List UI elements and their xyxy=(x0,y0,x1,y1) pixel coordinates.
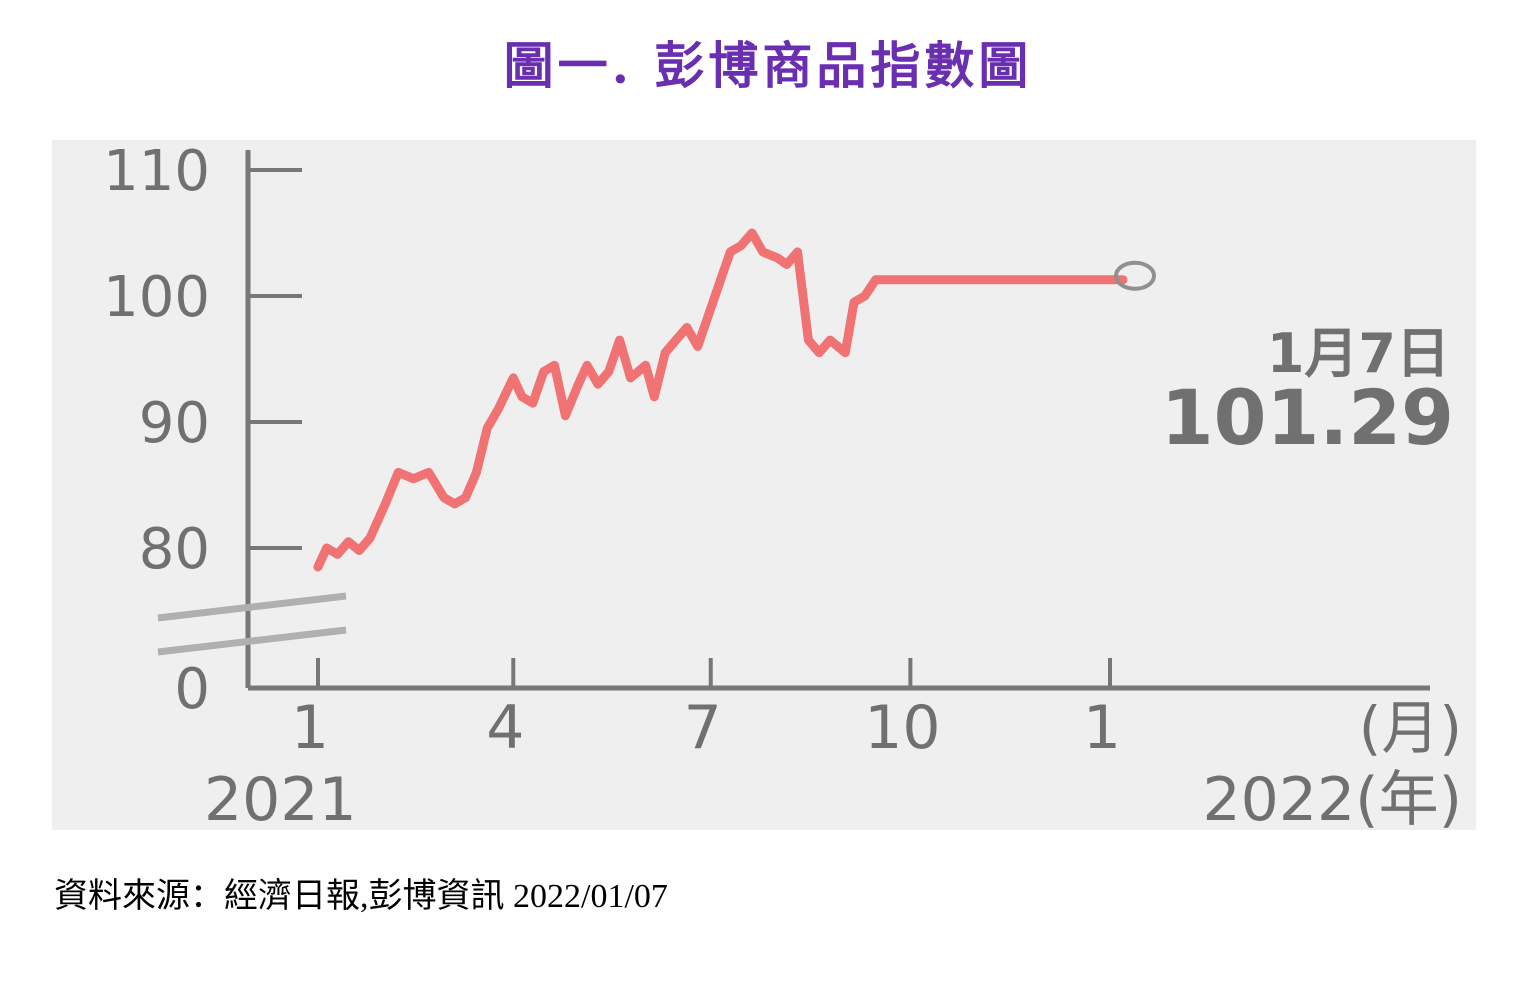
source-note: 資料來源：經濟日報,彭博資訊 2022/01/07 xyxy=(54,878,668,915)
annotation-value-label: 101.29 xyxy=(1161,373,1454,462)
y-tick-label: 0 xyxy=(174,657,210,722)
x-tick-label: 4 xyxy=(486,693,524,763)
x-tick-label: 7 xyxy=(684,693,722,763)
axis-break-mark xyxy=(157,592,347,622)
y-tick-label: 80 xyxy=(139,517,210,582)
annotation-marker xyxy=(1114,260,1157,291)
year-label-2021: 2021 xyxy=(204,765,357,830)
annotation-date-label: 1月7日 xyxy=(1267,322,1450,385)
y-tick-label: 110 xyxy=(103,140,210,204)
x-axis-unit-label: (月) xyxy=(1359,694,1462,762)
chart-title: 圖一. 彭博商品指數圖 xyxy=(503,36,1033,95)
series-line xyxy=(313,228,1128,572)
y-tick-label: 100 xyxy=(103,265,210,330)
year-label-2022: 2022(年) xyxy=(1202,765,1462,830)
y-axis-ticks: 0 80 90 100 110 xyxy=(103,140,302,722)
axes xyxy=(157,150,1430,691)
axis-break-mark xyxy=(157,626,347,656)
line-chart: 0 80 90 100 110 1 4 7 10 1 (月) 2021 2022(年) 1月7日101… xyxy=(103,140,1462,830)
y-tick-label: 90 xyxy=(139,391,210,456)
x-tick-label: 10 xyxy=(864,693,940,763)
x-tick-label: 1 xyxy=(291,693,329,763)
series-group xyxy=(313,228,1128,572)
x-axis-ticks: 1 4 7 10 1 (月) 2021 2022(年) xyxy=(204,658,1462,830)
x-tick-label: 1 xyxy=(1083,693,1121,763)
